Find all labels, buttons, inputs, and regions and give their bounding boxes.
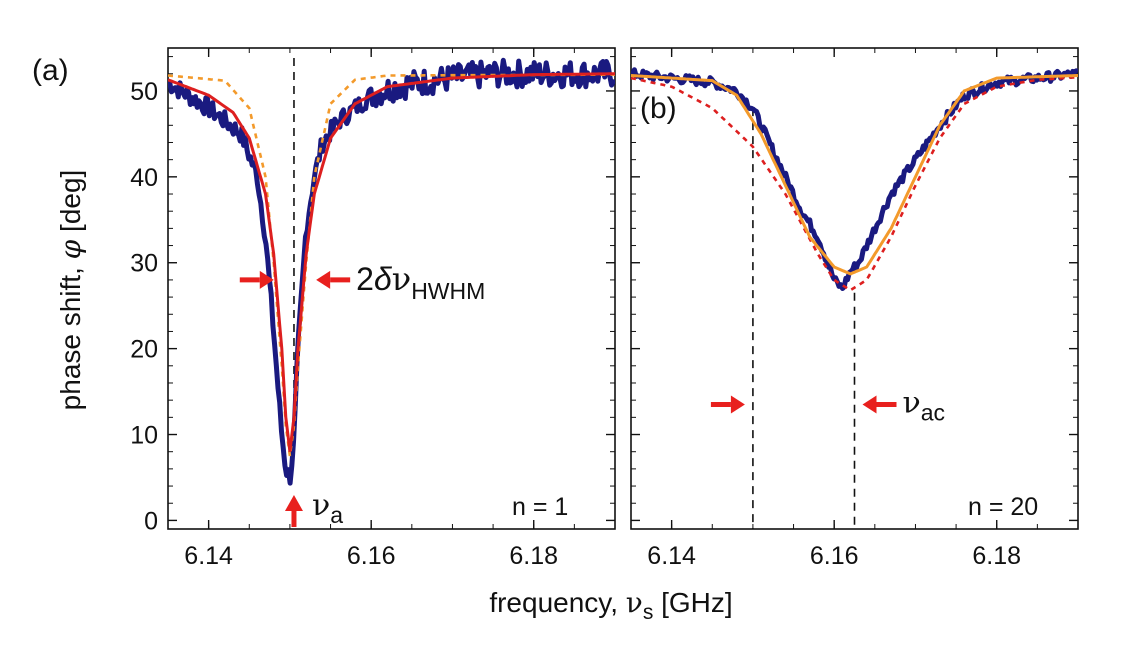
y-tick-label: 0 [144, 507, 158, 535]
panel-a-inset-text: n = 1 [512, 493, 568, 521]
x-tick-label: 6.18 [509, 542, 558, 570]
x-axis-title: frequency, νs [GHz] [489, 586, 732, 624]
dashed-fit-line [631, 75, 1078, 292]
x-tick-label: 6.16 [810, 542, 859, 570]
panel-a-label: (a) [32, 54, 69, 87]
y-tick-label: 40 [130, 164, 158, 192]
panel-a-ticks: 6.14 6.16 6.18 0 10 20 30 40 50 [130, 48, 616, 570]
nu-a-arrow-head [284, 495, 303, 511]
y-tick-label: 30 [130, 250, 158, 278]
hwhm-label: 2δνHWHM [356, 260, 485, 304]
measured-data-line [631, 67, 1078, 291]
panel-a-frame [167, 47, 616, 530]
panel-b-inset-text: n = 20 [968, 493, 1038, 521]
hwhm-left-arrow-head [259, 270, 274, 289]
shift-arrows [710, 395, 897, 414]
shift-right-arrow-head [862, 395, 877, 414]
nu-a-label: νa [312, 488, 343, 528]
x-tick-label: 6.16 [347, 542, 396, 570]
panel-b: 6.14 6.16 6.18 (b) n = 20 νac [630, 47, 1079, 570]
shift-left-arrow-head [730, 395, 745, 414]
y-axis-title: phase shift, φ [deg] [54, 170, 87, 411]
x-tick-label: 6.14 [647, 542, 696, 570]
y-tick-label: 50 [130, 78, 158, 106]
panel-a: 6.14 6.16 6.18 0 10 20 30 40 50 (a) n = 1 2δνHWH… [32, 47, 616, 570]
panel-b-ticks: 6.14 6.16 6.18 [630, 48, 1079, 570]
y-tick-label: 10 [130, 422, 158, 450]
x-tick-label: 6.18 [972, 542, 1021, 570]
panel-b-label: (b) [640, 92, 677, 125]
y-tick-label: 20 [130, 336, 158, 364]
measured-data-line [168, 57, 615, 486]
x-tick-label: 6.14 [184, 542, 233, 570]
solid-fit-line [168, 72, 615, 452]
width-arrows [239, 270, 351, 527]
panel-b-frame [630, 47, 1079, 530]
hwhm-right-arrow-head [316, 270, 331, 289]
nu-ac-label: νac [903, 385, 946, 425]
solid-fit-line [631, 74, 1078, 276]
